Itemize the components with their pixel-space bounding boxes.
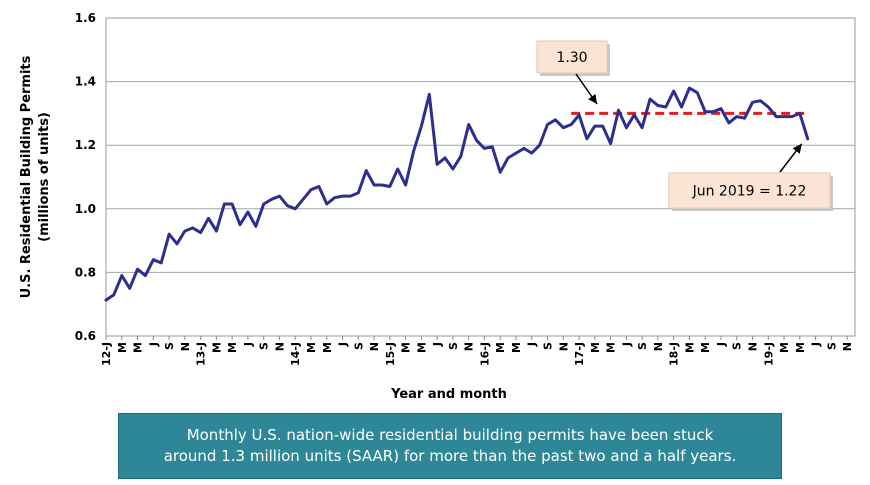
x-tick-label: S [447, 342, 460, 350]
x-tick-label: S [542, 342, 555, 350]
x-tick-label: S [258, 342, 271, 350]
callout-latest-label: Jun 2019 = 1.22 [692, 184, 807, 200]
y-tick-label: 0.6 [75, 329, 96, 343]
x-tick-label: M [699, 342, 712, 353]
x-tick-label: J [337, 342, 350, 347]
x-tick-label: J [620, 342, 633, 347]
x-tick-label: 18-J [668, 342, 681, 366]
x-tick-label: M [605, 342, 618, 353]
x-tick-label: N [841, 342, 854, 351]
x-tick-label: M [305, 342, 318, 353]
x-tick-label: J [715, 342, 728, 347]
x-tick-label: J [242, 342, 255, 347]
callout-reference-box [536, 40, 608, 74]
x-axis-title: Year and month [390, 387, 507, 402]
x-tick-label: J [147, 342, 160, 347]
x-tick-label: M [778, 342, 791, 353]
callout-latest-arrowhead [792, 143, 802, 154]
x-tick-label: N [652, 342, 665, 351]
x-tick-label: M [400, 342, 413, 353]
x-tick-label: 15-J [384, 342, 397, 366]
summary-note: Monthly U.S. nation-wide residential bui… [118, 413, 782, 479]
y-tick-label: 1.6 [75, 11, 96, 25]
x-tick-label: S [731, 342, 744, 350]
x-tick-label: N [273, 342, 286, 351]
x-tick-label: S [825, 342, 838, 350]
x-tick-label: M [415, 342, 428, 353]
x-tick-label: S [636, 342, 649, 350]
y-axis-title: U.S. Residential Building Permits [19, 55, 34, 298]
x-tick-label: M [226, 342, 239, 353]
callout-reference-label: 1.30 [556, 50, 587, 66]
y-tick-label: 1.2 [75, 138, 96, 152]
x-tick-label: N [463, 342, 476, 351]
x-tick-label: 16-J [478, 342, 491, 366]
x-tick-label: N [557, 342, 570, 351]
x-tick-label: M [510, 342, 523, 353]
x-tick-label: M [589, 342, 602, 353]
x-tick-label: 14-J [289, 342, 302, 366]
x-tick-label: M [132, 342, 145, 353]
series-layer [104, 86, 810, 302]
x-tick-label: M [116, 342, 129, 353]
x-tick-label: J [810, 342, 823, 347]
x-tick-label: M [494, 342, 507, 353]
x-tick-label: N [747, 342, 760, 351]
callouts: 1.30 Jun 2019 = 1.22 [536, 40, 833, 211]
y-tick-label: 0.8 [75, 265, 96, 279]
x-tick-label: 19-J [762, 342, 775, 366]
x-tick-label: M [683, 342, 696, 353]
x-tick-label: 12-J [100, 342, 113, 366]
callout-reference-arrowhead [588, 94, 597, 104]
x-tick-label: M [794, 342, 807, 353]
x-tick-label: N [179, 342, 192, 351]
x-tick-label: S [352, 342, 365, 350]
chart: 0.60.81.01.21.41.6 12-J M M J S N 13-J M M J S N 14-… [19, 11, 856, 402]
y-axis-title-units: (millions of units) [37, 112, 52, 242]
callout-latest-box [668, 172, 831, 209]
x-tick-label: S [163, 342, 176, 350]
x-tick-label: 13-J [195, 342, 208, 366]
x-tick-label: M [321, 342, 334, 353]
y-tick-label: 1.4 [75, 75, 96, 89]
x-tick-label: J [431, 342, 444, 347]
y-axis-ticks: 0.6 0.8 1.0 1.2 1.4 1.6 [75, 11, 96, 343]
x-tick-label: M [210, 342, 223, 353]
x-axis-ticks: 12-J M M J S N 13-J M M J S N 14-J M M J S N 15-J M M J S N 16-J… [100, 336, 854, 366]
y-tick-label: 1.0 [75, 202, 96, 216]
x-tick-label: J [526, 342, 539, 347]
permits-line [104, 86, 810, 302]
x-tick-label: N [368, 342, 381, 351]
x-tick-label: 17-J [573, 342, 586, 366]
